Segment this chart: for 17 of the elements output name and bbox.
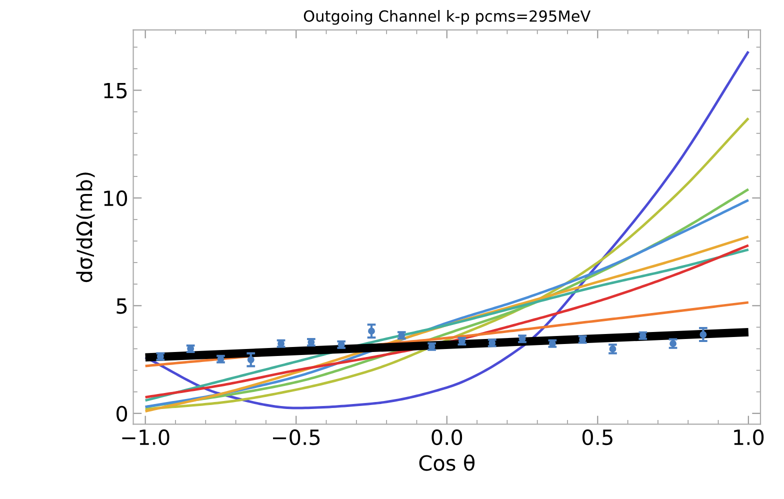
y-tick-label: 15 — [104, 82, 127, 98]
x-tick-label: −1.0 — [122, 429, 170, 446]
point — [156, 353, 164, 360]
x-tick-label: 1.0 — [734, 429, 764, 446]
point — [579, 336, 586, 343]
point — [700, 331, 707, 338]
x-axis-title: Cos θ — [419, 454, 474, 471]
chart-title: Outgoing Channel k-p pcms=295MeV — [304, 10, 591, 25]
x-tick-label: 0.0 — [432, 429, 462, 446]
y-tick-label: 0 — [116, 406, 128, 422]
y-tick-label: 10 — [104, 190, 128, 206]
x-tick-label: 0.5 — [582, 429, 612, 446]
point — [368, 328, 375, 335]
y-tick-label: 5 — [116, 298, 127, 314]
point — [247, 356, 254, 364]
y-axis-title: dσ/dΩ(mb) — [76, 172, 95, 282]
x-tick-label: −0.5 — [273, 429, 320, 446]
